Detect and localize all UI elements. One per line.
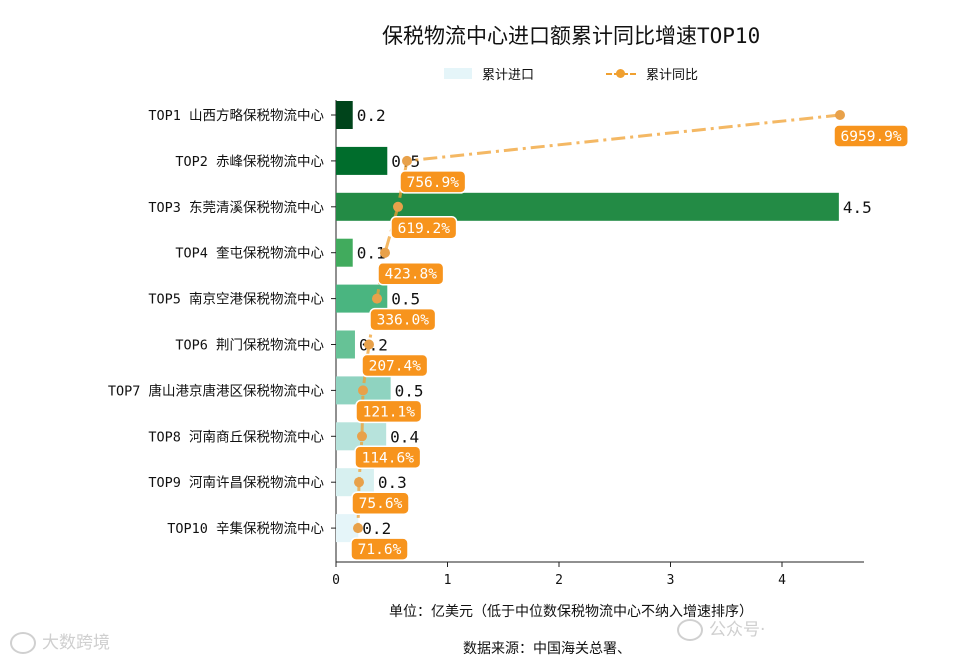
bar-value-label: 0.3 [378, 473, 407, 492]
yoy-point [357, 431, 367, 442]
wechat-icon [677, 619, 703, 641]
x-tick-label: 4 [778, 573, 786, 588]
legend-item-yoy: 累计同比 [606, 64, 698, 83]
category-label: TOP10 辛集保税物流中心 [167, 521, 324, 537]
bar-value-label: 0.2 [362, 519, 391, 538]
yoy-label-box [355, 399, 423, 424]
yoy-label: 114.6% [362, 450, 415, 466]
yoy-point [358, 385, 368, 396]
yoy-point [353, 523, 363, 534]
category-label: TOP2 赤峰保税物流中心 [175, 154, 324, 170]
yoy-label: 756.9% [407, 175, 460, 191]
yoy-point [380, 247, 390, 258]
bar-value-label: 0.5 [395, 381, 424, 400]
yoy-label: 336.0% [377, 313, 430, 329]
watermark-left: 大数跨境 [10, 628, 110, 654]
category-label: TOP5 南京空港保税物流中心 [148, 292, 324, 308]
category-label: TOP9 河南许昌保税物流中心 [148, 475, 324, 491]
category-label: TOP8 河南商丘保税物流中心 [148, 429, 324, 445]
bar [336, 514, 359, 543]
yoy-label-box [369, 307, 437, 332]
yoy-label: 71.6% [358, 542, 402, 558]
legend-label-import: 累计进口 [482, 68, 535, 83]
source-note: 数据来源：中国海关总署、 [463, 641, 631, 657]
yoy-label-box [390, 216, 458, 240]
bar [336, 238, 353, 267]
yoy-point [354, 477, 364, 488]
bar-value-label: 0.2 [357, 106, 386, 125]
yoy-label-box [377, 261, 445, 286]
yoy-label: 75.6% [359, 496, 403, 512]
legend-label-yoy: 累计同比 [646, 68, 699, 83]
x-tick-label: 0 [332, 573, 340, 588]
wechat-icon [10, 632, 36, 654]
yoy-label: 6959.9% [841, 129, 902, 145]
bar-value-label: 0.4 [390, 427, 419, 446]
yoy-label: 121.1% [363, 404, 416, 420]
category-label: TOP7 唐山港京唐港区保税物流中心 [108, 382, 325, 399]
bar-value-label: 4.5 [843, 198, 872, 217]
yoy-label: 619.2% [398, 221, 451, 237]
x-tick-label: 1 [444, 573, 452, 588]
yoy-label: 423.8% [385, 267, 438, 283]
yoy-point [835, 110, 845, 120]
category-label: TOP4 奎屯保税物流中心 [175, 246, 324, 262]
yoy-label-box [361, 353, 429, 378]
bar [336, 146, 388, 175]
category-label: TOP1 山西方略保税物流中心 [148, 108, 324, 124]
yoy-label-box [350, 537, 409, 561]
yoy-point [364, 339, 374, 350]
unit-note: 单位：亿美元（低于中位数保税物流中心不纳入增速排序） [389, 604, 753, 620]
bar [336, 101, 353, 129]
category-label: TOP6 荆门保税物流中心 [175, 338, 324, 354]
chart-title: 保税物流中心进口额累计同比增速TOP10 [382, 24, 761, 48]
yoy-label: 207.4% [369, 359, 422, 375]
yoy-label-box [354, 445, 422, 470]
bar-value-label: 0.1 [357, 244, 386, 263]
bar [336, 330, 355, 359]
watermark-right: 公众号· [677, 615, 765, 641]
legend-item-import: 累计进口 [444, 64, 534, 83]
yoy-point [393, 201, 403, 212]
yoy-point [372, 293, 382, 304]
x-tick-label: 3 [667, 573, 675, 588]
yoy-label-box [351, 491, 410, 515]
yoy-label-box [833, 124, 909, 148]
yoy-point [402, 155, 412, 166]
legend-swatch-line [606, 68, 636, 80]
legend-swatch-bar [444, 68, 472, 79]
bar-value-label: 0.5 [391, 290, 420, 309]
category-label: TOP3 东莞清溪保税物流中心 [148, 200, 324, 216]
yoy-label-box [399, 170, 467, 194]
x-tick-label: 2 [555, 573, 563, 588]
